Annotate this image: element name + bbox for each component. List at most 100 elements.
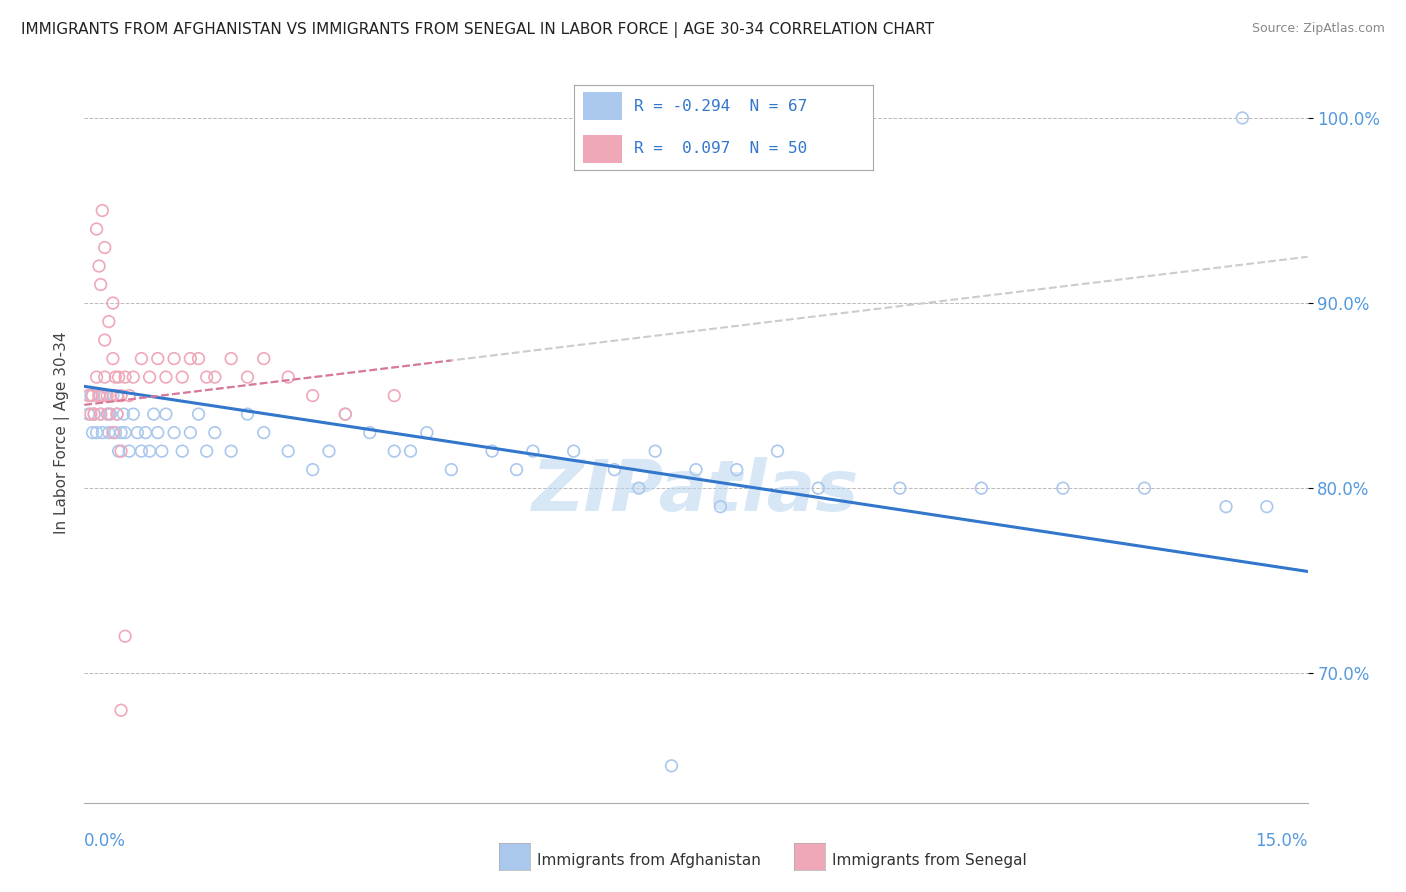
Point [110,388,132,402]
Point [112,407,135,421]
Point [105,388,128,402]
Point [187,407,209,421]
Point [522,444,544,458]
Point [131,444,153,458]
Point [114,370,136,384]
Point [277,370,299,384]
Text: IMMIGRANTS FROM AFGHANISTAN VS IMMIGRANTS FROM SENEGAL IN LABOR FORCE | AGE 30-3: IMMIGRANTS FROM AFGHANISTAN VS IMMIGRANT… [21,22,934,38]
Point [627,481,650,495]
Text: 0.0%: 0.0% [84,832,127,850]
Point [179,425,201,440]
Y-axis label: In Labor Force | Age 30-34: In Labor Force | Age 30-34 [55,331,70,534]
Point [93,240,115,254]
Point [93,370,115,384]
Point [80,388,103,402]
Point [77,407,100,421]
Point [104,425,127,440]
Point [163,425,186,440]
Point [86,222,108,236]
Point [90,407,112,421]
Point [301,462,323,476]
Point [90,407,112,421]
Point [172,370,194,384]
Point [127,425,149,440]
Point [118,388,141,402]
Point [1232,111,1254,125]
Point [138,370,160,384]
Point [661,758,683,772]
Point [135,425,157,440]
Point [562,444,585,458]
Point [146,351,169,366]
Text: Immigrants from Afghanistan: Immigrants from Afghanistan [537,854,761,868]
Point [101,388,124,402]
Point [107,444,129,458]
Point [97,407,120,421]
Point [709,500,731,514]
Point [807,481,830,495]
Point [138,444,160,458]
Point [90,277,112,292]
Point [219,351,242,366]
Point [114,425,136,440]
Point [101,296,124,310]
Point [83,407,105,421]
Point [970,481,993,495]
Point [150,444,173,458]
Point [110,444,132,458]
Point [195,444,218,458]
Point [204,370,226,384]
Point [86,425,108,440]
Point [725,462,748,476]
Text: Immigrants from Senegal: Immigrants from Senegal [832,854,1028,868]
Point [105,407,128,421]
Point [131,351,153,366]
Point [335,407,357,421]
Point [277,444,299,458]
Point [97,314,120,328]
Point [100,407,122,421]
Point [83,407,105,421]
Point [155,407,177,421]
Point [318,444,340,458]
Point [118,444,141,458]
Point [1133,481,1156,495]
Point [82,425,104,440]
Point [87,388,110,402]
Point [219,444,242,458]
Point [766,444,789,458]
Point [80,407,103,421]
Point [172,444,194,458]
Point [301,388,323,402]
Point [889,481,911,495]
Point [685,462,707,476]
Point [179,351,201,366]
Point [100,388,122,402]
Point [236,407,259,421]
Text: 15.0%: 15.0% [1256,832,1308,850]
Point [505,462,527,476]
Text: ZIPatlas: ZIPatlas [533,458,859,526]
Point [603,462,626,476]
Point [87,388,110,402]
Point [87,259,110,273]
Point [101,351,124,366]
Point [481,444,503,458]
Point [1215,500,1237,514]
Point [1052,481,1074,495]
Point [114,629,136,643]
Point [359,425,381,440]
Point [163,351,186,366]
Point [253,351,276,366]
Point [382,444,405,458]
Point [204,425,226,440]
Point [82,388,104,402]
Point [77,388,100,402]
Point [104,370,127,384]
Point [91,203,114,218]
Point [142,407,165,421]
Point [96,407,118,421]
Point [110,425,132,440]
Point [86,370,108,384]
Point [382,388,405,402]
